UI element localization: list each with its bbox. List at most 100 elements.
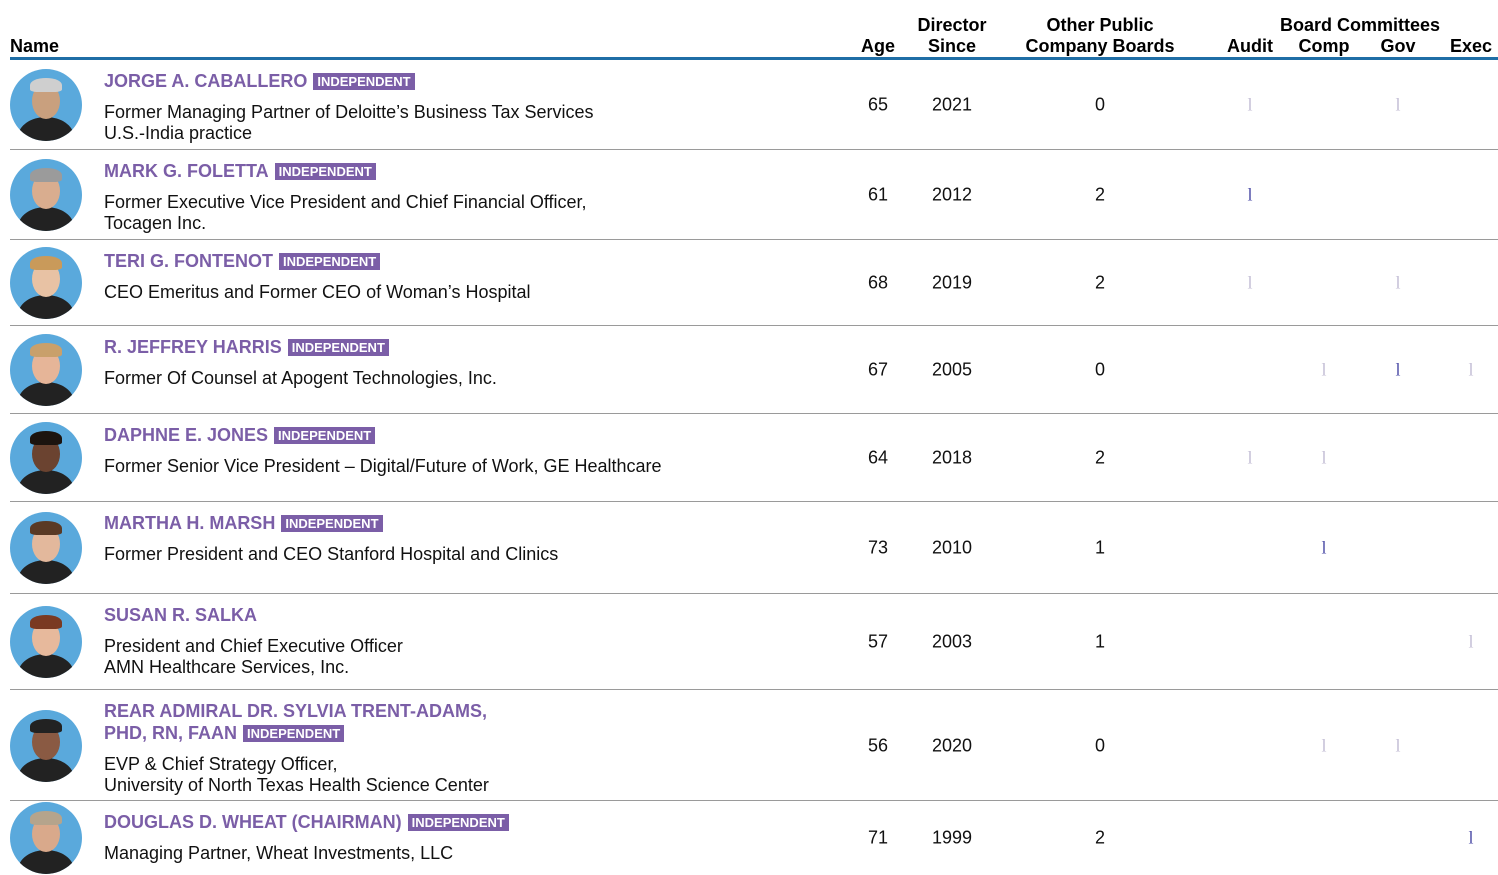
age: 71	[868, 828, 888, 849]
header-committee: Gov	[1380, 36, 1415, 57]
director-description: Former Executive Vice President and Chie…	[104, 192, 587, 213]
photo-body	[18, 382, 74, 406]
director-name-text: R. JEFFREY HARRIS	[104, 337, 282, 357]
photo-body	[18, 207, 74, 231]
row-rule	[10, 325, 1498, 326]
other-boards: 1	[1095, 632, 1105, 653]
committee-mark: l	[1395, 360, 1400, 381]
other-boards: 0	[1095, 360, 1105, 381]
committee-mark: l	[1395, 735, 1400, 756]
age: 57	[868, 632, 888, 653]
row-rule	[10, 413, 1498, 414]
photo	[10, 512, 82, 584]
director-name: R. JEFFREY HARRIS INDEPENDENT	[104, 336, 389, 358]
other-boards: 2	[1095, 448, 1105, 469]
photo	[10, 422, 82, 494]
photo	[10, 802, 82, 874]
age: 64	[868, 448, 888, 469]
age: 67	[868, 360, 888, 381]
age: 61	[868, 185, 888, 206]
photo-hair	[30, 78, 62, 92]
director-since: 2019	[932, 273, 972, 294]
committee-mark: l	[1395, 273, 1400, 294]
photo	[10, 247, 82, 319]
director-table: NameAgeDirectorSinceOther PublicCompany …	[0, 0, 1498, 875]
header-boards: Company Boards	[1025, 36, 1174, 57]
director-since: 2003	[932, 632, 972, 653]
director-description: Tocagen Inc.	[104, 213, 206, 234]
director-name-text: SUSAN R. SALKA	[104, 605, 257, 625]
committee-mark: l	[1468, 632, 1473, 653]
photo	[10, 69, 82, 141]
director-name-text: REAR ADMIRAL DR. SYLVIA TRENT-ADAMS,	[104, 701, 487, 721]
other-boards: 2	[1095, 828, 1105, 849]
director-description: CEO Emeritus and Former CEO of Woman’s H…	[104, 282, 530, 303]
independent-badge: INDEPENDENT	[274, 427, 375, 444]
independent-badge: INDEPENDENT	[281, 515, 382, 532]
photo-body	[18, 850, 74, 874]
age: 68	[868, 273, 888, 294]
photo-body	[18, 654, 74, 678]
director-name-text: PHD, RN, FAAN	[104, 723, 237, 743]
row-rule	[10, 689, 1498, 690]
committee-mark: l	[1321, 448, 1326, 469]
photo-hair	[30, 256, 62, 270]
committee-mark: l	[1468, 360, 1473, 381]
director-since: 2020	[932, 735, 972, 756]
independent-badge: INDEPENDENT	[275, 163, 376, 180]
row-rule	[10, 501, 1498, 502]
director-name: MARTHA H. MARSH INDEPENDENT	[104, 512, 383, 534]
independent-badge: INDEPENDENT	[243, 725, 344, 742]
director-since: 1999	[932, 828, 972, 849]
other-boards: 1	[1095, 538, 1105, 559]
header-committees: Board Committees	[1280, 15, 1440, 36]
director-since: 2021	[932, 95, 972, 116]
director-description: President and Chief Executive Officer	[104, 636, 403, 657]
photo-body	[18, 295, 74, 319]
header-committee: Audit	[1227, 36, 1273, 57]
photo	[10, 334, 82, 406]
photo-hair	[30, 168, 62, 182]
age: 73	[868, 538, 888, 559]
photo-body	[18, 560, 74, 584]
header-committee: Exec	[1450, 36, 1492, 57]
director-description: Former Of Counsel at Apogent Technologie…	[104, 368, 497, 389]
header-since: Since	[928, 36, 976, 57]
director-name: DOUGLAS D. WHEAT (CHAIRMAN)INDEPENDENT	[104, 811, 509, 833]
director-since: 2012	[932, 185, 972, 206]
committee-mark: l	[1321, 360, 1326, 381]
independent-badge: INDEPENDENT	[288, 339, 389, 356]
director-name: PHD, RN, FAAN INDEPENDENT	[104, 722, 344, 744]
committee-mark: l	[1395, 95, 1400, 116]
director-since: 2005	[932, 360, 972, 381]
director-name-text: DOUGLAS D. WHEAT (CHAIRMAN)	[104, 812, 402, 832]
director-description: Former Senior Vice President – Digital/F…	[104, 456, 662, 477]
photo-hair	[30, 811, 62, 825]
photo	[10, 159, 82, 231]
header-boards: Other Public	[1046, 15, 1153, 36]
age: 65	[868, 95, 888, 116]
header-committee: Comp	[1299, 36, 1350, 57]
header-name: Name	[10, 36, 59, 57]
director-description: Managing Partner, Wheat Investments, LLC	[104, 843, 453, 864]
photo	[10, 710, 82, 782]
other-boards: 2	[1095, 185, 1105, 206]
director-description: EVP & Chief Strategy Officer,	[104, 754, 337, 775]
row-rule	[10, 593, 1498, 594]
photo-body	[18, 117, 74, 141]
director-description: University of North Texas Health Science…	[104, 775, 489, 796]
committee-mark: l	[1321, 735, 1326, 756]
row-rule	[10, 239, 1498, 240]
row-rule	[10, 800, 1498, 801]
committee-mark: l	[1247, 95, 1252, 116]
director-name-text: MARTHA H. MARSH	[104, 513, 275, 533]
director-name: SUSAN R. SALKA	[104, 604, 257, 626]
director-name-text: TERI G. FONTENOT	[104, 251, 273, 271]
independent-badge: INDEPENDENT	[313, 73, 414, 90]
committee-mark: l	[1247, 273, 1252, 294]
director-description: U.S.-India practice	[104, 123, 252, 144]
committee-mark: l	[1247, 185, 1252, 206]
